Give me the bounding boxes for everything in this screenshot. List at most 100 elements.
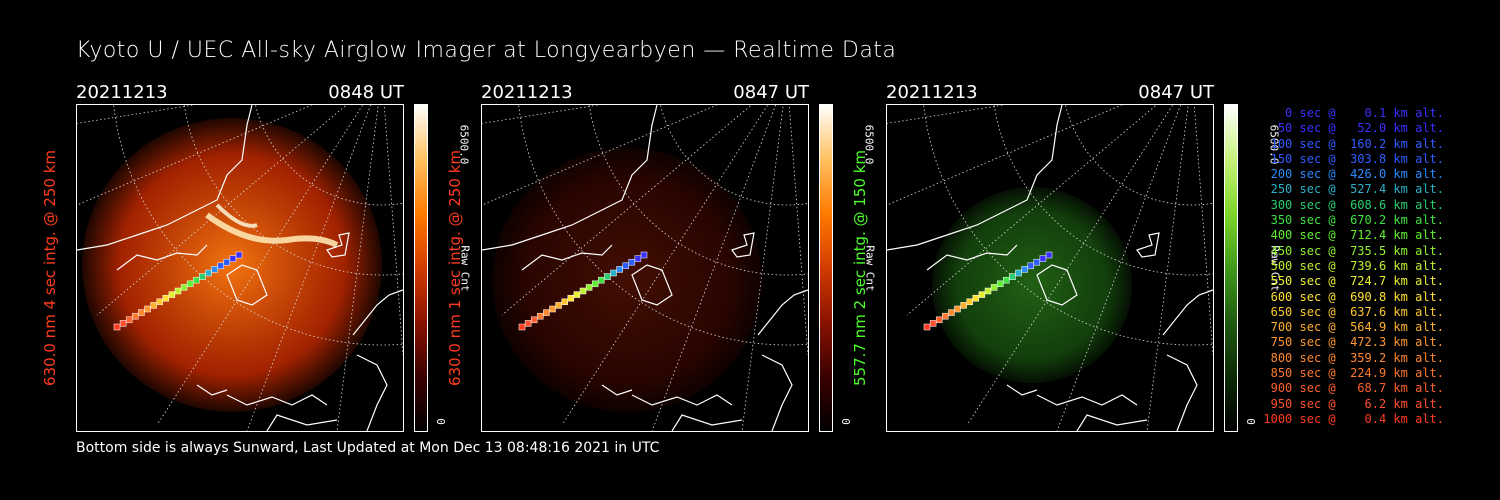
coastline — [1036, 394, 1138, 406]
trajectory-marker — [211, 266, 218, 273]
trajectory-marker — [1027, 262, 1034, 270]
coastline — [356, 354, 388, 431]
trajectory-marker — [537, 312, 544, 320]
longitude-line — [1056, 105, 1182, 431]
legend-row: 800 sec @ 359.2 km alt. — [1270, 350, 1444, 365]
trajectory-marker — [948, 309, 955, 316]
trajectory-marker — [966, 298, 973, 306]
trajectory-marker — [235, 251, 243, 259]
coastline — [731, 232, 755, 258]
panel-ylabel: 630.0 nm 1 sec intg. @ 250 km — [446, 149, 464, 387]
coastline — [196, 384, 228, 396]
coastline — [601, 384, 633, 396]
coastline — [926, 244, 1018, 271]
coastline — [352, 289, 403, 336]
trajectory-marker — [549, 305, 556, 313]
coastline — [631, 394, 733, 406]
longitude-line — [651, 105, 777, 431]
coastline — [521, 244, 613, 271]
trajectory-marker — [518, 323, 526, 331]
trajectory-marker — [954, 305, 961, 313]
coastline — [1006, 384, 1038, 396]
legend-row: 600 sec @ 690.8 km alt. — [1270, 289, 1444, 304]
allsky-image — [481, 104, 809, 432]
panel-time: 0848 UT — [328, 82, 404, 103]
trajectory-marker — [174, 287, 182, 295]
trajectory-marker — [567, 294, 575, 302]
coastline — [77, 105, 253, 251]
footer-note: Bottom side is always Sunward, Last Upda… — [76, 440, 660, 456]
trajectory-marker — [984, 287, 992, 295]
colorbar — [414, 104, 428, 432]
colorbar-min: 0 — [838, 418, 852, 425]
trajectory-marker — [634, 255, 642, 262]
trajectory-marker — [1003, 276, 1010, 284]
legend-row: 150 sec @ 303.8 km alt. — [1270, 151, 1444, 166]
longitude-line — [246, 105, 372, 431]
panel-date: 20211213 — [76, 82, 168, 103]
trajectory-marker — [217, 262, 224, 270]
legend-row: 900 sec @ 68.7 km alt. — [1270, 381, 1444, 396]
trajectory-marker — [929, 320, 937, 327]
longitude-line — [887, 105, 1006, 124]
trajectory-marker — [524, 320, 532, 327]
legend-row: 450 sec @ 735.5 km alt. — [1270, 243, 1444, 258]
trajectory-marker — [1009, 273, 1016, 280]
airglow-sky — [82, 118, 382, 412]
coastline — [1036, 264, 1078, 306]
trajectory-marker — [960, 302, 967, 309]
trajectory-marker — [610, 269, 617, 277]
aurora-arc — [205, 212, 339, 248]
trajectory-marker — [935, 316, 943, 324]
coastline — [757, 289, 808, 336]
coastline — [761, 354, 793, 431]
allsky-image — [886, 104, 1214, 432]
trajectory-marker — [186, 280, 194, 288]
trajectory-marker — [125, 316, 133, 324]
colorbar — [819, 104, 833, 432]
trajectory-marker — [604, 273, 611, 280]
longitude-line — [887, 105, 1123, 206]
longitude-line — [1146, 105, 1189, 431]
allsky-image — [76, 104, 404, 432]
legend-row: 1000 sec @ 0.4 km alt. — [1263, 411, 1444, 426]
trajectory-marker — [199, 273, 206, 280]
trajectory-marker — [150, 302, 157, 309]
legend-row: 50 sec @ 52.0 km alt. — [1277, 121, 1444, 136]
trajectory-marker — [229, 255, 237, 262]
panel-time: 0847 UT — [1138, 82, 1214, 103]
legend-row: 700 sec @ 564.9 km alt. — [1270, 320, 1444, 335]
panel-1: 20211213 0848 UT 630.0 nm 4 sec intg. @ … — [41, 80, 472, 432]
trajectory-marker — [585, 284, 593, 291]
trajectory-marker — [168, 291, 176, 298]
trajectory-marker — [162, 294, 170, 302]
trajectory-marker — [573, 291, 581, 298]
trajectory-marker — [543, 309, 550, 316]
panel-2: 20211213 0847 UT 630.0 nm 1 sec intg. @ … — [446, 80, 877, 432]
longitude-line — [156, 105, 364, 426]
trajectory-marker — [942, 312, 949, 320]
trajectory-marker — [119, 320, 127, 327]
panel-ylabel: 630.0 nm 4 sec intg. @ 250 km — [41, 149, 59, 387]
trajectory-marker — [990, 284, 998, 291]
trajectory-marker — [561, 298, 568, 306]
trajectory-marker — [138, 309, 145, 316]
coastline — [482, 105, 658, 251]
legend-row: 100 sec @ 160.2 km alt. — [1270, 136, 1444, 151]
trajectory-marker — [628, 258, 636, 266]
trajectory-marker — [972, 294, 980, 302]
longitude-line — [77, 105, 313, 206]
legend-row: 850 sec @ 224.9 km alt. — [1270, 366, 1444, 381]
coastline — [1136, 232, 1160, 258]
latitude-circle — [660, 105, 808, 206]
trajectory-marker — [205, 269, 212, 277]
latitude-circle — [1065, 105, 1213, 206]
coastline — [226, 394, 328, 406]
trajectory-marker — [132, 312, 139, 320]
panel-date: 20211213 — [481, 82, 573, 103]
trajectory-marker — [1033, 258, 1041, 266]
trajectory-marker — [144, 305, 151, 313]
legend-row: 250 sec @ 527.4 km alt. — [1270, 182, 1444, 197]
legend-row: 350 sec @ 670.2 km alt. — [1270, 213, 1444, 228]
colorbar-min: 0 — [1243, 418, 1257, 425]
